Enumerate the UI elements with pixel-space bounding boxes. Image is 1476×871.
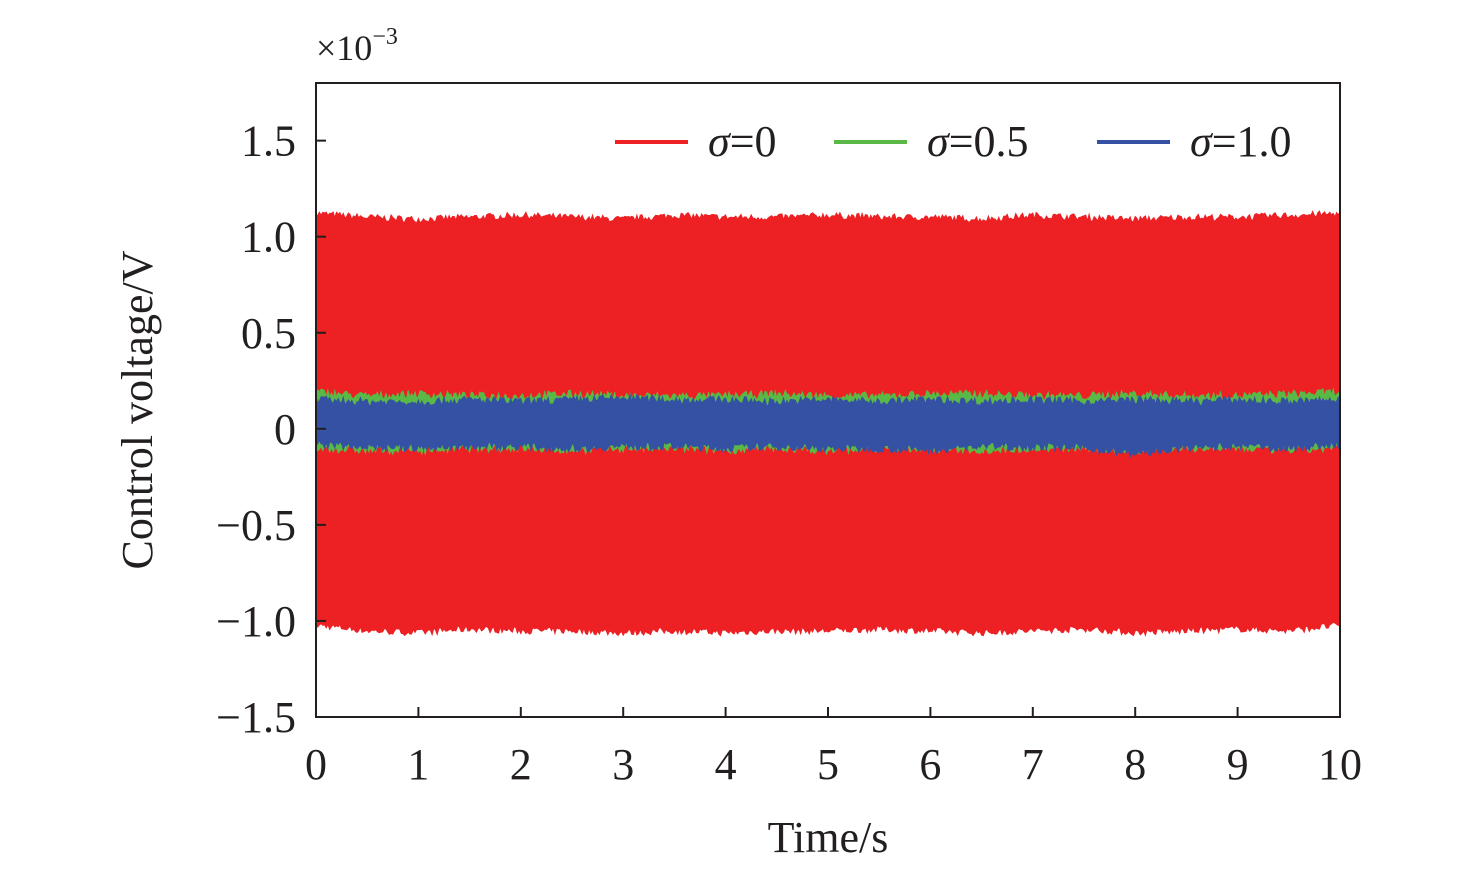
x-tick-label: 1 [407, 740, 429, 789]
x-tick-label: 3 [612, 740, 634, 789]
legend-item: σ=0 [615, 117, 777, 166]
y-axis-scale-base: ×10 [316, 28, 372, 68]
data-bands [315, 210, 1341, 637]
legend: σ=0 σ=0.5 σ=1.0 [615, 117, 1292, 166]
x-tick-label: 4 [715, 740, 737, 789]
legend-item: σ=1.0 [1097, 117, 1292, 166]
x-tick-label: 9 [1227, 740, 1249, 789]
x-axis-label: Time/s [768, 813, 889, 862]
x-tick-label: 8 [1124, 740, 1146, 789]
y-axis-label: Control voltage/V [113, 250, 162, 569]
x-tick-label: 5 [817, 740, 839, 789]
x-tick-label: 10 [1318, 740, 1362, 789]
y-tick-label: −0.5 [216, 501, 296, 550]
legend-item: σ=0.5 [834, 117, 1029, 166]
legend-label: σ=0 [708, 117, 777, 166]
legend-label: σ=1.0 [1190, 117, 1292, 166]
x-tick-label: 0 [305, 740, 327, 789]
y-tick-label: 1.0 [241, 213, 296, 262]
x-tick-label: 2 [510, 740, 532, 789]
legend-symbol: σ [708, 117, 732, 166]
y-tick-label: −1.5 [216, 693, 296, 742]
y-axis-scale-exponent: −3 [372, 24, 398, 50]
legend-value: =0 [730, 117, 777, 166]
legend-label: σ=0.5 [927, 117, 1029, 166]
x-axis-tick-labels: 0 1 2 3 4 5 6 7 8 9 10 [305, 740, 1362, 789]
x-tick-label: 6 [919, 740, 941, 789]
y-axis-scale-factor: ×10−3 [316, 24, 398, 68]
y-axis-ticks [316, 139, 326, 718]
y-axis-tick-labels: −1.5 −1.0 −0.5 0 0.5 1.0 1.5 [216, 117, 296, 742]
legend-symbol: σ [927, 117, 951, 166]
legend-value: =0.5 [949, 117, 1029, 166]
y-tick-label: −1.0 [216, 597, 296, 646]
y-tick-label: 0 [274, 405, 296, 454]
legend-symbol: σ [1190, 117, 1214, 166]
y-tick-label: 0.5 [241, 309, 296, 358]
x-axis-ticks [315, 707, 1341, 717]
y-tick-label: 1.5 [241, 117, 296, 166]
x-tick-label: 7 [1022, 740, 1044, 789]
legend-value: =1.0 [1212, 117, 1292, 166]
